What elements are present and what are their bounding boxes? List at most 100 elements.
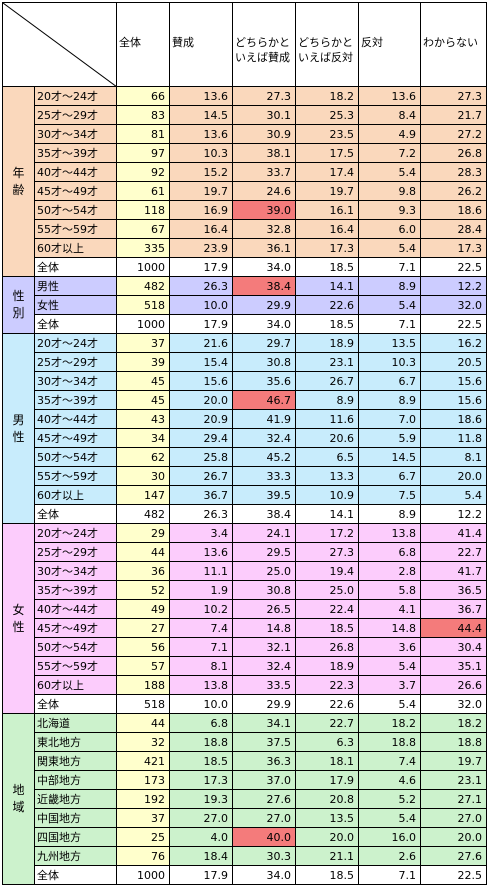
table-row: 55才～59才 30 26.7 33.3 13.3 6.7 20.0 bbox=[3, 466, 487, 486]
count-cell: 188 bbox=[116, 675, 170, 695]
percent-cell: 17.3 bbox=[169, 770, 233, 790]
table-row: 40才～44才 43 20.9 41.9 11.6 7.0 18.6 bbox=[3, 409, 487, 429]
percent-cell: 18.2 bbox=[420, 713, 487, 733]
percent-cell: 2.8 bbox=[358, 561, 421, 581]
total-row: 全体 1000 17.9 34.0 18.5 7.1 22.5 bbox=[3, 865, 487, 885]
total-row: 全体 482 26.3 38.4 14.1 8.9 12.2 bbox=[3, 504, 487, 524]
count-cell: 118 bbox=[116, 200, 170, 220]
table-row: 25才～29才 44 13.6 29.5 27.3 6.8 22.7 bbox=[3, 542, 487, 562]
percent-cell: 5.4 bbox=[420, 485, 487, 505]
percent-cell: 20.8 bbox=[295, 789, 359, 809]
percent-cell: 10.0 bbox=[169, 295, 233, 315]
count-cell: 44 bbox=[116, 713, 170, 733]
count-cell: 518 bbox=[116, 295, 170, 315]
table-row: 男 性 20才～24才 37 21.6 29.7 18.9 13.5 16.2 bbox=[2, 333, 487, 524]
row-label: 北海道 bbox=[34, 713, 117, 733]
percent-cell: 36.5 bbox=[420, 580, 487, 600]
percent-cell: 5.4 bbox=[358, 162, 421, 182]
percent-cell: 18.1 bbox=[295, 751, 359, 771]
percent-cell: 20.9 bbox=[169, 409, 233, 429]
percent-cell: 27.3 bbox=[232, 86, 296, 106]
row-label: 30才～34才 bbox=[34, 371, 117, 391]
percent-cell: 15.4 bbox=[169, 352, 233, 372]
row-label: 20才～24才 bbox=[34, 86, 117, 106]
percent-cell: 20.5 bbox=[420, 352, 487, 372]
table-row: 35才～39才 52 1.9 30.8 25.0 5.8 36.5 bbox=[3, 580, 487, 600]
row-label: 全体 bbox=[34, 314, 117, 334]
percent-cell: 11.8 bbox=[420, 428, 487, 448]
percent-cell: 32.1 bbox=[232, 637, 296, 657]
count-cell: 1000 bbox=[116, 257, 170, 277]
percent-cell: 32.0 bbox=[420, 295, 487, 315]
percent-cell: 21.1 bbox=[295, 846, 359, 866]
percent-cell: 20.6 bbox=[295, 428, 359, 448]
percent-cell: 17.3 bbox=[420, 238, 487, 258]
percent-cell: 18.5 bbox=[295, 257, 359, 277]
count-cell: 518 bbox=[116, 694, 170, 714]
row-label: 30才～34才 bbox=[34, 561, 117, 581]
percent-cell: 36.3 bbox=[232, 751, 296, 771]
percent-cell: 4.1 bbox=[358, 599, 421, 619]
table-row: 年 齢 20才～24才 66 13.6 27.3 18.2 13.6 27.3 bbox=[2, 86, 487, 277]
percent-cell: 13.5 bbox=[358, 333, 421, 353]
row-label: 東北地方 bbox=[34, 732, 117, 752]
table-row: 四国地方 25 4.0 40.0 20.0 16.0 20.0 bbox=[3, 827, 487, 847]
count-cell: 25 bbox=[116, 827, 170, 847]
percent-cell: 20.0 bbox=[420, 466, 487, 486]
percent-cell: 23.1 bbox=[420, 770, 487, 790]
count-cell: 147 bbox=[116, 485, 170, 505]
row-label: 45才～49才 bbox=[34, 428, 117, 448]
table-row: 25才～29才 83 14.5 30.1 25.3 8.4 21.7 bbox=[3, 105, 487, 125]
percent-cell: 8.9 bbox=[358, 276, 421, 296]
percent-cell: 22.5 bbox=[420, 314, 487, 334]
table-row: 30才～34才 81 13.6 30.9 23.5 4.9 27.2 bbox=[3, 124, 487, 144]
table-row: 30才～34才 45 15.6 35.6 26.7 6.7 15.6 bbox=[3, 371, 487, 391]
count-cell: 29 bbox=[116, 523, 170, 543]
group-label-age: 年 齢 bbox=[2, 86, 35, 277]
count-cell: 97 bbox=[116, 143, 170, 163]
percent-cell: 22.4 bbox=[295, 599, 359, 619]
diagonal-line bbox=[3, 3, 116, 86]
percent-cell: 4.0 bbox=[169, 827, 233, 847]
row-label: 全体 bbox=[34, 865, 117, 885]
percent-cell: 32.0 bbox=[420, 694, 487, 714]
percent-cell: 5.4 bbox=[358, 808, 421, 828]
count-cell: 482 bbox=[116, 504, 170, 524]
percent-cell: 27.3 bbox=[420, 86, 487, 106]
count-cell: 61 bbox=[116, 181, 170, 201]
table-row: 50才～54才 118 16.9 39.0 16.1 9.3 18.6 bbox=[3, 200, 487, 220]
table-row: 九州地方 76 18.4 30.3 21.1 2.6 27.6 bbox=[3, 846, 487, 866]
percent-cell: 5.2 bbox=[358, 789, 421, 809]
row-label: 全体 bbox=[34, 257, 117, 277]
percent-cell: 13.6 bbox=[169, 86, 233, 106]
count-cell: 57 bbox=[116, 656, 170, 676]
percent-cell: 23.9 bbox=[169, 238, 233, 258]
percent-cell: 27.6 bbox=[232, 789, 296, 809]
table-row: 30才～34才 36 11.1 25.0 19.4 2.8 41.7 bbox=[3, 561, 487, 581]
row-label: 40才～44才 bbox=[34, 162, 117, 182]
percent-cell: 13.3 bbox=[295, 466, 359, 486]
percent-cell: 8.4 bbox=[358, 105, 421, 125]
row-label: 50才～54才 bbox=[34, 447, 117, 467]
percent-cell: 26.7 bbox=[169, 466, 233, 486]
header-somewhat-agree: どちらかと いえば賛成 bbox=[232, 2, 296, 87]
percent-cell: 6.7 bbox=[358, 371, 421, 391]
row-label: 関東地方 bbox=[34, 751, 117, 771]
percent-cell: 26.6 bbox=[420, 675, 487, 695]
percent-cell: 12.2 bbox=[420, 276, 487, 296]
percent-cell: 25.8 bbox=[169, 447, 233, 467]
percent-cell: 24.1 bbox=[232, 523, 296, 543]
table-row: 60才以上 188 13.8 33.5 22.3 3.7 26.6 bbox=[3, 675, 487, 695]
percent-cell: 30.3 bbox=[232, 846, 296, 866]
percent-cell: 5.4 bbox=[358, 295, 421, 315]
row-label: 四国地方 bbox=[34, 827, 117, 847]
row-label: 30才～34才 bbox=[34, 124, 117, 144]
percent-cell: 17.9 bbox=[169, 865, 233, 885]
percent-cell: 18.5 bbox=[295, 618, 359, 638]
total-row: 全体 518 10.0 29.9 22.6 5.4 32.0 bbox=[3, 694, 487, 714]
percent-cell: 17.9 bbox=[169, 314, 233, 334]
percent-cell: 14.1 bbox=[295, 276, 359, 296]
count-cell: 45 bbox=[116, 390, 170, 410]
percent-cell: 18.5 bbox=[295, 314, 359, 334]
